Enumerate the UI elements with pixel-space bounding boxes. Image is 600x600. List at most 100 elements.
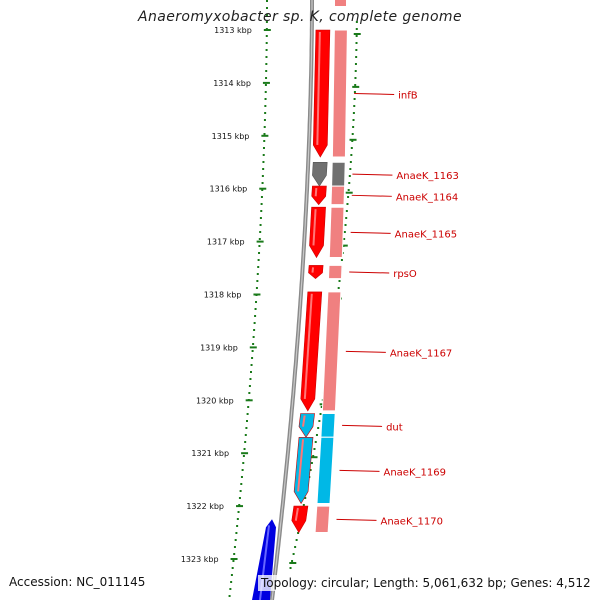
ruler-dot (236, 525, 239, 527)
ruler-dot (264, 105, 267, 107)
kbp-tick-label: 1313 kbp (214, 26, 252, 35)
ruler-dot (266, 0, 268, 2)
ruler-dot (252, 343, 255, 345)
ruler-dot (351, 133, 354, 135)
gene-bar-anaek_1165[interactable] (328, 206, 345, 258)
gene-bar-anaek_1169[interactable] (316, 436, 335, 504)
gene-bar-anaek_1163[interactable] (331, 161, 346, 187)
ruler-dot (354, 77, 357, 79)
ruler-dot (258, 238, 261, 240)
ruler-dot (318, 420, 321, 422)
kbp-tick-label: 1316 kbp (210, 185, 248, 194)
gene-arrow-anaek_1164[interactable] (311, 185, 327, 206)
ruler-dot (253, 329, 256, 331)
gene-bar-infb[interactable] (331, 29, 348, 158)
ruler-dot (265, 14, 268, 16)
gene-label-anaek_1170[interactable]: AnaeK_1170 (380, 516, 442, 527)
ruler-dot (254, 315, 257, 317)
ruler-dot (256, 273, 259, 275)
gene-leader-line (349, 271, 390, 274)
ruler-dot (246, 420, 249, 422)
ruler-dot (250, 364, 253, 366)
ruler-dot (236, 518, 239, 520)
gene-arrow-highlight (294, 507, 299, 521)
ruler-dot (253, 322, 256, 324)
gene-label-infb[interactable]: infB (398, 90, 418, 101)
ruler-dot (355, 28, 358, 30)
ruler-dot (314, 441, 317, 443)
ruler-dot (353, 91, 356, 93)
gene-label-anaek_1165[interactable]: AnaeK_1165 (395, 229, 457, 240)
ruler-dot (292, 553, 295, 555)
gene-leader-line (350, 231, 391, 234)
ruler-dot (289, 567, 292, 569)
accession-text: Accession: NC_011145 (9, 575, 146, 589)
ruler-dot (228, 595, 231, 597)
ruler-dot (302, 504, 305, 506)
gene-label-anaek_1163[interactable]: AnaeK_1163 (396, 171, 458, 182)
ruler-dot (313, 448, 316, 450)
gene-arrow-dut[interactable] (298, 413, 315, 438)
gene-label-dut[interactable]: dut (386, 422, 403, 433)
ruler-dot (320, 406, 323, 408)
ruler-dot (347, 196, 350, 198)
gene-bar-anaek_1164[interactable] (330, 185, 346, 206)
gene-leader-line (342, 424, 383, 427)
gene-block (335, 0, 346, 6)
gene-leader-line (336, 518, 377, 521)
ruler-dot (343, 238, 346, 240)
gene-arrow-anaek_1170[interactable] (291, 505, 309, 534)
gene-bar-rpso[interactable] (327, 264, 343, 280)
ruler-dot (263, 119, 266, 121)
ruler-dot (239, 490, 242, 492)
ruler-dot (235, 532, 238, 534)
gene-arrow-anaek_1165[interactable] (309, 206, 326, 259)
ruler-dot (244, 441, 247, 443)
gene-arrow-infb[interactable] (312, 29, 331, 158)
gene-leader-line (339, 469, 380, 472)
ruler-dot (352, 119, 355, 121)
gene-leader-line (351, 194, 392, 197)
ruler-dot (258, 252, 261, 254)
ruler-dot (351, 140, 354, 142)
ruler-dot (264, 84, 267, 86)
ruler-dot (291, 560, 294, 562)
gene-arrow-highlight (302, 415, 306, 427)
ruler-dot (348, 175, 351, 177)
gene-label-anaek_1167[interactable]: AnaeK_1167 (390, 348, 452, 359)
ruler-dot (340, 259, 343, 261)
ruler-dot (265, 7, 268, 9)
ruler-dot (350, 154, 353, 156)
gene-arrow-anaek_1163[interactable] (312, 162, 328, 187)
gene-bar-anaek_1167[interactable] (321, 291, 342, 412)
gene-bar-anaek_1170[interactable] (314, 505, 331, 533)
ruler-dot (295, 539, 298, 541)
ruler-dot (254, 308, 257, 310)
gene-arrow-highlight (303, 293, 313, 399)
gene-bar-dut[interactable] (320, 413, 336, 438)
gene-arrow-rpso[interactable] (308, 265, 324, 279)
ruler-dot (255, 287, 258, 289)
ruler-dot (246, 413, 249, 415)
ruler-dot (265, 49, 268, 51)
gene-label-rpso[interactable]: rpsO (393, 269, 417, 280)
gene-label-anaek_1164[interactable]: AnaeK_1164 (396, 192, 458, 203)
ruler-dot (242, 455, 245, 457)
ruler-dot (229, 588, 232, 590)
ruler-ticks: 1313 kbp 1314 kbp 1315 kbp 1316 kbp 1317 kbp… (181, 26, 361, 564)
ruler-dot (354, 84, 357, 86)
ruler-dot (265, 56, 268, 58)
ruler-dot (263, 133, 266, 135)
ruler-dot (231, 567, 234, 569)
kbp-tick-label: 1317 kbp (207, 238, 245, 247)
gene-arrow-highlight (312, 209, 317, 246)
gene-label-anaek_1169[interactable]: AnaeK_1169 (384, 467, 446, 478)
ruler-dot (251, 357, 254, 359)
ruler-dot (352, 112, 355, 114)
ruler-dot (240, 476, 243, 478)
kbp-tick-label: 1318 kbp (204, 291, 242, 300)
kbp-tick-label: 1323 kbp (181, 555, 219, 564)
gene-arrow-anaek_1169[interactable] (293, 436, 314, 505)
ruler-dot (265, 63, 268, 65)
